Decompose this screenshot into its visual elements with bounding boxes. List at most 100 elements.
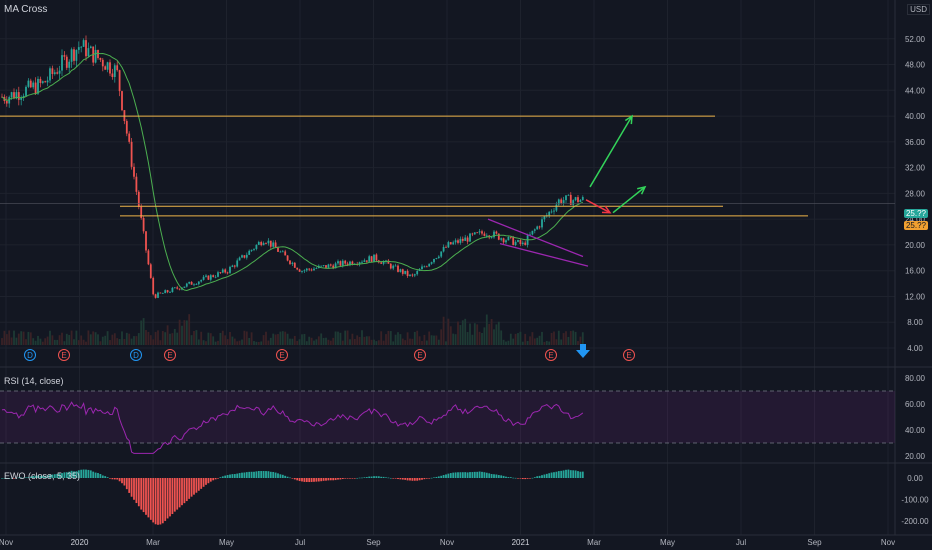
- ewo-bar: [363, 477, 366, 478]
- volume-bar: [447, 318, 450, 345]
- ewo-bar: [116, 478, 119, 480]
- volume-bar: [581, 332, 584, 345]
- time-axis-tick: Jul: [736, 538, 746, 547]
- ewo-bar: [416, 478, 419, 481]
- price-axis-tick: 8.00: [907, 318, 923, 327]
- ewo-bar: [233, 474, 236, 478]
- ewo-bar: [421, 478, 423, 480]
- candle-body: [315, 268, 318, 269]
- candle-body: [562, 200, 565, 204]
- candle-body: [481, 231, 483, 234]
- candle-body: [440, 251, 443, 257]
- ewo-bar: [181, 478, 183, 506]
- candle-body: [113, 65, 116, 77]
- ewo-bar: [3, 478, 6, 479]
- ewo-bar: [485, 472, 488, 478]
- ewo-bar: [267, 471, 270, 478]
- candle-body: [207, 275, 210, 280]
- volume-bar: [149, 335, 152, 345]
- volume-bar: [375, 341, 378, 345]
- candle-body: [250, 249, 253, 251]
- candle-body: [550, 211, 553, 213]
- ewo-bar: [147, 478, 150, 518]
- volume-bar: [289, 338, 291, 345]
- volume-bar: [351, 333, 354, 345]
- ewo-bar: [454, 472, 457, 478]
- price-axis-tick: 4.00: [907, 344, 923, 353]
- volume-bar: [368, 336, 371, 345]
- ewo-bar: [219, 477, 222, 478]
- volume-bar: [173, 328, 176, 345]
- ewo-bar: [221, 476, 224, 478]
- volume-bar: [277, 334, 279, 345]
- ewo-bar: [10, 478, 13, 479]
- ewo-bar: [41, 475, 44, 478]
- ewo-bar: [97, 473, 99, 478]
- ewo-bar: [526, 478, 529, 479]
- candle-body: [209, 275, 212, 280]
- candle-body: [389, 263, 392, 269]
- candle-body: [327, 264, 330, 268]
- ewo-bar: [368, 476, 371, 478]
- volume-bar: [257, 341, 260, 345]
- candle-body: [63, 55, 66, 57]
- volume-bar: [404, 340, 407, 345]
- volume-bar: [401, 338, 404, 345]
- candle-body: [233, 265, 236, 267]
- time-axis-tick: Mar: [146, 538, 160, 547]
- ewo-bar: [255, 471, 258, 478]
- ewo-bar: [56, 473, 59, 478]
- candle-body: [154, 294, 157, 298]
- currency-badge[interactable]: USD: [907, 4, 930, 15]
- projection-arrow-up-large-shaft: [589, 115, 633, 188]
- volume-bar: [286, 333, 289, 345]
- candle-body: [219, 272, 222, 274]
- volume-bar: [344, 330, 347, 345]
- candle-body: [565, 195, 567, 201]
- candle-body: [149, 264, 152, 278]
- ewo-bar: [327, 478, 330, 481]
- candle-body: [56, 72, 59, 74]
- volume-bar: [183, 320, 186, 345]
- candle-body: [291, 262, 294, 264]
- candle-body: [394, 265, 397, 267]
- candle-body: [241, 255, 243, 258]
- volume-bar: [536, 337, 539, 345]
- candle-body: [397, 265, 399, 272]
- volume-bar: [221, 330, 224, 345]
- candle-body: [284, 251, 287, 256]
- volume-bar: [87, 330, 90, 345]
- ewo-bar: [277, 473, 279, 478]
- ewo-bar: [226, 475, 229, 478]
- volume-bar: [524, 333, 527, 345]
- ewo-bar: [159, 478, 162, 525]
- volume-bar: [123, 339, 126, 345]
- ewo-bar: [387, 477, 390, 479]
- candle-body: [337, 261, 339, 264]
- volume-bar: [509, 333, 512, 345]
- ewo-bar: [94, 472, 97, 478]
- ewo-bar: [25, 477, 27, 479]
- candle-body: [173, 287, 176, 289]
- volume-bar: [497, 321, 500, 345]
- candle-body: [8, 97, 11, 104]
- time-axis-tick: Mar: [587, 538, 601, 547]
- volume-bar: [481, 332, 483, 345]
- volume-bar: [373, 339, 375, 345]
- candle-body: [17, 92, 20, 100]
- price-axis-tick: 32.00: [905, 164, 926, 173]
- candle-body: [361, 261, 363, 263]
- volume-bar: [291, 338, 294, 345]
- ewo-bar: [212, 478, 215, 481]
- volume-bar: [178, 319, 181, 345]
- ewo-bar: [61, 473, 63, 478]
- volume-bar: [538, 335, 541, 345]
- volume-bar: [171, 333, 174, 345]
- volume-bar: [61, 332, 63, 345]
- ewo-bar: [166, 478, 169, 519]
- ewo-bar: [15, 477, 18, 479]
- candle-body: [133, 166, 135, 177]
- candle-body: [89, 46, 92, 49]
- ewo-bar: [361, 477, 363, 479]
